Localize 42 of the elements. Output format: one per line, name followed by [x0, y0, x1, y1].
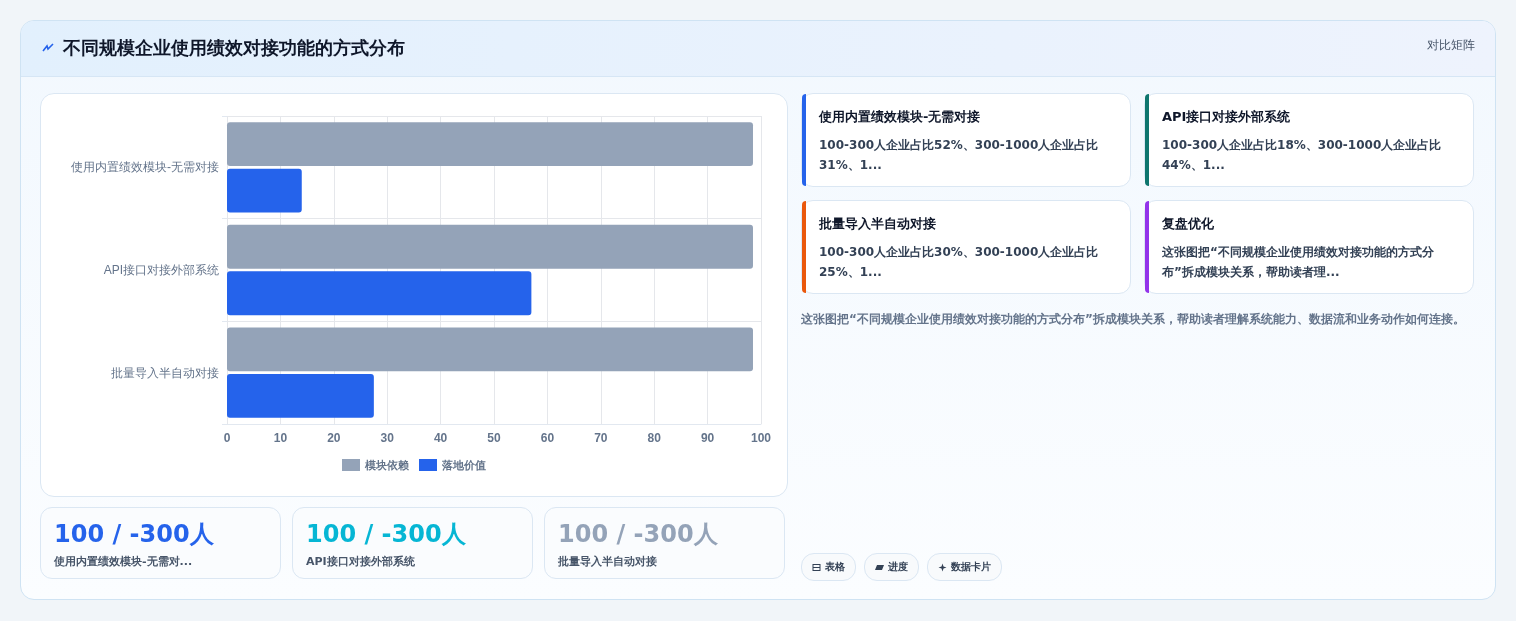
text: 数据卡片	[951, 560, 991, 574]
text: 批量导入半自动对接	[558, 554, 658, 569]
legend-label: 落地价值	[441, 459, 486, 471]
x-tick-label: 10	[273, 431, 288, 445]
y-tick-label: API接口对接外部系统	[103, 263, 219, 277]
text: 使用内置绩效模块-无需对...	[54, 554, 194, 569]
x-tick-label: 100	[750, 431, 772, 445]
text: 这张图把“不同规模企业使用绩效对接功能的方式分布”拆成模块关系，帮助读者理...	[1162, 244, 1435, 281]
x-tick-label: 0	[223, 431, 231, 445]
bar	[227, 271, 532, 316]
text: API接口对接外部系统	[306, 554, 416, 569]
x-tick-label: 50	[487, 431, 501, 445]
legend-label: 模块依赖	[364, 459, 409, 471]
x-tick-label: 90	[700, 431, 715, 445]
bar	[227, 327, 753, 372]
text: 批量导入半自动对接	[819, 215, 937, 233]
x-tick-label: 30	[380, 431, 395, 445]
text: 表格	[825, 560, 845, 574]
x-tick-label: 80	[647, 431, 662, 445]
x-tick-label: 70	[594, 431, 608, 445]
x-tick-label: 60	[540, 431, 555, 445]
text: 复盘优化	[1162, 215, 1215, 233]
text: 100-300人企业占比30%、300-1000人企业占比25%、1...	[819, 244, 1100, 281]
text: 进度	[888, 560, 908, 574]
bar	[227, 373, 374, 418]
text: 对比矩阵	[1427, 37, 1475, 54]
y-tick-label: 使用内置绩效模块-无需对接	[71, 160, 219, 175]
bar	[227, 122, 753, 167]
text: 使用内置绩效模块-无需对接	[819, 108, 982, 126]
text: 100-300人企业占比52%、300-1000人企业占比31%、1...	[819, 137, 1100, 174]
bar	[227, 168, 302, 213]
text: 100 / -300人	[54, 519, 215, 550]
x-tick-label: 20	[327, 431, 341, 445]
text: 不同规模企业使用绩效对接功能的方式分布	[63, 36, 405, 60]
y-tick-label: 批量导入半自动对接	[111, 365, 219, 380]
text: 100 / -300人	[558, 519, 719, 550]
text: API接口对接外部系统	[1162, 108, 1292, 126]
text: 100 / -300人	[306, 519, 467, 550]
bar	[227, 224, 753, 269]
x-tick-label: 40	[433, 431, 448, 445]
text: 这张图把“不同规模企业使用绩效对接功能的方式分布”拆成模块关系，帮助读者理解系统能力、数据流和业务动作如何连接。	[801, 311, 1466, 328]
text: 100-300人企业占比18%、300-1000人企业占比44%、1...	[1162, 137, 1443, 174]
